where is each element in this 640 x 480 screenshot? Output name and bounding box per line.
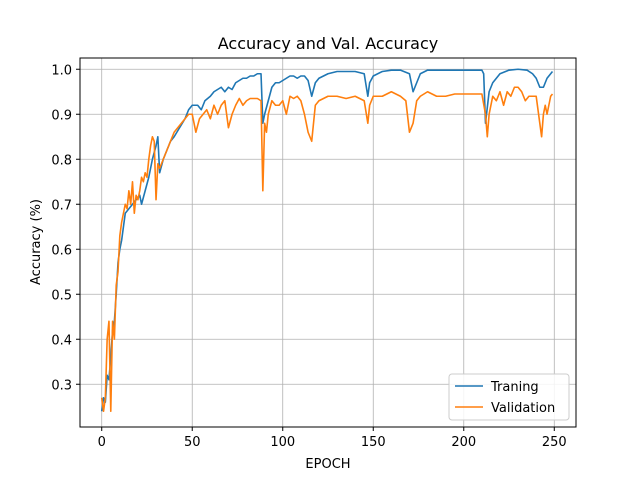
y-tick-label: 0.5 (51, 288, 72, 303)
series-layer (100, 68, 554, 413)
grid-lines (80, 58, 576, 427)
x-tick-label: 50 (184, 435, 201, 450)
y-tick-label: 0.9 (51, 108, 72, 123)
x-tick-label: 250 (542, 435, 567, 450)
series-line-validation (100, 86, 554, 413)
y-axis-ticks: 0.3 0.4 0.5 0.6 0.7 0.8 0.9 1.0 (51, 63, 80, 393)
y-tick-label: 0.4 (51, 333, 72, 348)
x-tick-label: 100 (270, 435, 295, 450)
y-tick-label: 0.6 (51, 243, 72, 258)
x-axis-label: EPOCH (305, 457, 350, 472)
x-axis-ticks: 0 50 100 150 200 250 (98, 427, 567, 450)
chart-title: Accuracy and Val. Accuracy (218, 34, 439, 53)
x-tick-label: 0 (98, 435, 106, 450)
legend: Traning Validation (448, 373, 570, 421)
y-tick-label: 0.7 (51, 198, 72, 213)
y-tick-label: 0.8 (51, 153, 72, 168)
legend-label-training: Traning (490, 380, 539, 395)
plot-frame (79, 57, 577, 428)
y-tick-label: 0.3 (51, 378, 72, 393)
x-tick-label: 200 (451, 435, 476, 450)
x-tick-label: 150 (361, 435, 386, 450)
legend-label-validation: Validation (491, 401, 555, 416)
y-axis-label: Accuracy (%) (29, 199, 44, 285)
y-tick-label: 1.0 (51, 63, 72, 78)
